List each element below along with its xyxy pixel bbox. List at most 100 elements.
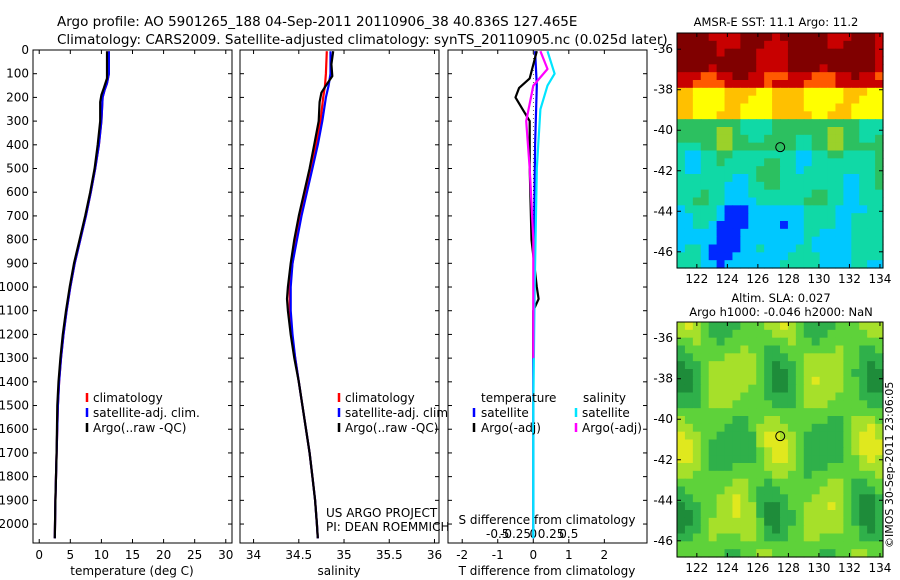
- series-argo-adj--salinity: [525, 50, 549, 359]
- map-cell: [684, 80, 694, 89]
- map-cell: [827, 64, 837, 73]
- map-cell: [732, 252, 741, 261]
- map-cell: [700, 478, 710, 488]
- legend-label-climatology: climatology: [93, 391, 163, 405]
- map-cell: [780, 260, 789, 269]
- map-cell: [684, 439, 694, 448]
- map-cell: [772, 197, 781, 206]
- map-cell: [843, 525, 852, 535]
- map-cell: [875, 322, 884, 331]
- map-cell: [843, 142, 852, 152]
- map-cell: [803, 221, 813, 230]
- map-cell: [843, 95, 852, 105]
- map-cell: [827, 142, 837, 152]
- map-cell: [732, 111, 741, 120]
- map-cell: [700, 376, 710, 386]
- map-cell: [684, 478, 694, 488]
- map-cell: [875, 111, 884, 120]
- map-cell: [851, 72, 860, 81]
- map-cell: [764, 502, 773, 511]
- map-cell: [819, 142, 829, 152]
- map-cell: [716, 502, 726, 511]
- map-cell: [700, 189, 710, 199]
- map-cell: [748, 525, 757, 535]
- y-tick-label: 300: [6, 114, 29, 128]
- map-cell: [835, 127, 844, 136]
- map-cell: [764, 119, 773, 128]
- map-cell: [859, 174, 868, 183]
- map-cell: [764, 40, 773, 50]
- map-cell: [795, 517, 805, 527]
- map-cell: [843, 87, 852, 97]
- map-cell: [692, 392, 702, 401]
- map-cell: [764, 56, 773, 65]
- map-cell: [724, 486, 734, 495]
- map-cell: [843, 260, 852, 269]
- map-cell: [684, 142, 694, 152]
- map-cell: [748, 72, 757, 81]
- map-cell: [811, 127, 821, 136]
- map-cell: [684, 205, 694, 214]
- map-cell: [700, 228, 710, 238]
- map-cell: [716, 127, 726, 136]
- map-cell: [708, 48, 718, 58]
- map-cell: [708, 174, 718, 183]
- map-cell: [684, 502, 694, 511]
- map-cell: [811, 40, 821, 50]
- map-cell: [732, 322, 741, 331]
- map-cell: [708, 486, 718, 495]
- y-tick-label: 1600: [0, 422, 29, 436]
- y-tick-label: -38: [653, 83, 673, 97]
- map-cell: [732, 517, 741, 527]
- map-cell: [875, 510, 884, 519]
- map-cell: [772, 166, 781, 175]
- map-cell: [780, 33, 789, 42]
- map-cell: [803, 260, 813, 269]
- map-cell: [692, 400, 702, 409]
- map-cell: [708, 64, 718, 73]
- map-cell: [803, 166, 813, 175]
- map-cell: [859, 158, 868, 167]
- map-cell: [732, 244, 741, 253]
- map-cell: [732, 416, 741, 425]
- x-tick-label: 34: [246, 548, 261, 562]
- map-cell: [740, 517, 749, 527]
- map-cell: [677, 470, 686, 480]
- map-cell: [803, 353, 813, 362]
- map-cell: [843, 48, 852, 58]
- map-cell: [748, 494, 757, 503]
- map-cell: [732, 431, 741, 441]
- map-cell: [748, 502, 757, 511]
- map-cell: [692, 127, 702, 136]
- map-cell: [772, 525, 781, 535]
- map-cell: [835, 510, 844, 519]
- map-cell: [819, 541, 829, 550]
- map-cell: [843, 33, 852, 42]
- temperature-axes-frame: [32, 49, 233, 544]
- map-cell: [843, 252, 852, 261]
- map-cell: [795, 95, 805, 105]
- map-cell: [787, 80, 797, 89]
- map-cell: [684, 213, 694, 222]
- map-cell: [700, 205, 710, 214]
- map-cell: [851, 392, 860, 401]
- map-cell: [692, 197, 702, 206]
- map-cell: [684, 447, 694, 456]
- map-cell: [692, 384, 702, 394]
- map-cell: [764, 134, 773, 144]
- map-cell: [851, 525, 860, 535]
- map-cell: [859, 510, 868, 519]
- map-cell: [740, 533, 749, 542]
- map-cell: [716, 56, 726, 65]
- map-cell: [677, 486, 686, 495]
- map-cell: [875, 95, 884, 105]
- map-cell: [684, 166, 694, 175]
- map-cell: [764, 64, 773, 73]
- map-cell: [867, 221, 876, 230]
- map-cell: [875, 72, 884, 81]
- map-cell: [803, 322, 813, 331]
- map-cell: [843, 447, 852, 456]
- map-cell: [756, 213, 765, 222]
- map-cell: [795, 87, 805, 97]
- map-cell: [827, 517, 837, 527]
